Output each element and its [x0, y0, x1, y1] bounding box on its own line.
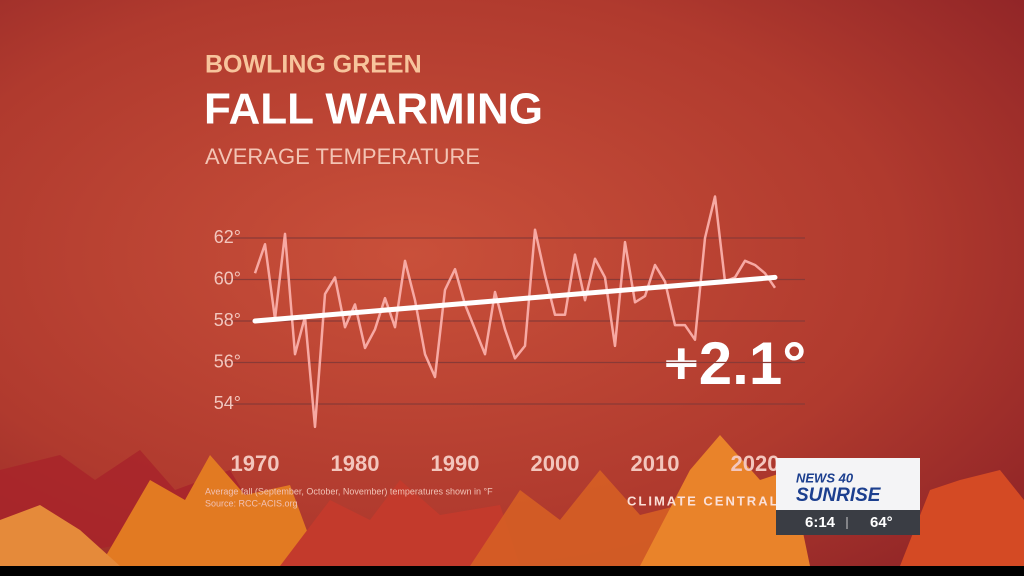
- chart-title: FALL WARMING: [204, 85, 543, 134]
- x-tick-label: 1980: [331, 451, 380, 476]
- temperature-line: [253, 195, 777, 429]
- x-tick-label: 2020: [731, 451, 780, 476]
- x-tick-label: 1990: [431, 451, 480, 476]
- news-overlay: NEWS 40 SUNRISE 6:14 64°: [776, 458, 920, 535]
- source: Source: RCC-ACIS.org: [205, 498, 298, 508]
- station: NEWS 40: [796, 470, 854, 485]
- leaves: [0, 435, 1024, 566]
- plot: 54° 56° 58° 60° 62° 1970 1980 1990 2000 2010 2020: [214, 195, 805, 476]
- show: SUNRISE: [796, 485, 882, 506]
- note: Average fall (September, October, Novemb…: [205, 486, 493, 496]
- trend-line: [252, 274, 778, 324]
- y-tick-label: 58°: [214, 310, 241, 330]
- x-tick-label: 2010: [631, 451, 680, 476]
- y-tick-label: 60°: [214, 268, 241, 288]
- y-tick-label: 54°: [214, 393, 241, 413]
- supertitle: BOWLING GREEN: [205, 51, 422, 79]
- temperature: 64°: [870, 514, 893, 531]
- bottom-bar: [0, 566, 1024, 576]
- x-tick-label: 1970: [231, 451, 280, 476]
- overlay-top: [776, 458, 920, 510]
- time: 6:14: [805, 514, 836, 531]
- brand: CLIMATE CENTRAL: [627, 493, 780, 508]
- chart-subtitle: AVERAGE TEMPERATURE: [205, 144, 480, 169]
- x-tick-label: 2000: [531, 451, 580, 476]
- overlay-bottom: [776, 510, 920, 535]
- y-tick-label: 62°: [214, 227, 241, 247]
- annotation: +2.1°: [664, 330, 806, 397]
- y-tick-label: 56°: [214, 351, 241, 371]
